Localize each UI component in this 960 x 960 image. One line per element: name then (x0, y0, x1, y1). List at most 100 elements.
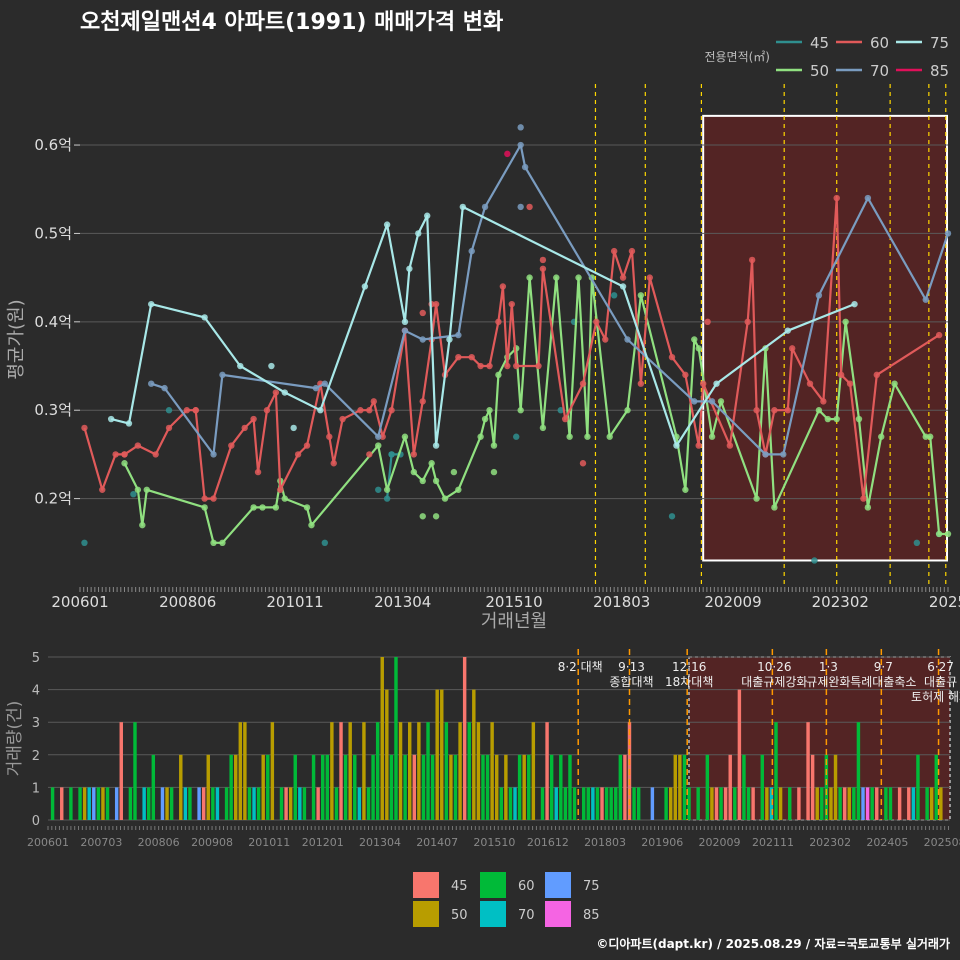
data-point-70 (375, 433, 382, 440)
volume-bar (897, 787, 902, 820)
volume-bar (82, 787, 87, 820)
volume-bar (206, 754, 210, 820)
volume-bar (105, 787, 110, 820)
volume-bar (581, 787, 586, 820)
data-point-50 (432, 513, 440, 520)
volume-bar (128, 787, 133, 820)
legend-label-50: 50 (810, 62, 829, 80)
x-tick-label: 202302 (812, 593, 869, 611)
x-tick-label: 202405 (866, 836, 908, 849)
volume-bar (650, 787, 655, 820)
data-point-60 (477, 362, 484, 370)
data-point-60 (789, 345, 796, 352)
data-point-60 (263, 407, 271, 414)
volume-bar (284, 787, 288, 820)
data-point-60 (860, 495, 867, 502)
data-point-45 (165, 407, 173, 414)
volume-bar (234, 754, 238, 820)
y-tick-label: 0.2억 (34, 490, 72, 508)
legend-label-45: 45 (451, 879, 468, 894)
data-point-60 (339, 415, 346, 423)
volume-bar (765, 787, 769, 820)
data-point-60 (579, 380, 587, 387)
volume-bar (426, 722, 430, 820)
data-point-60 (99, 486, 106, 493)
volume-bar (311, 754, 316, 820)
volume-bar (788, 787, 792, 820)
volume-bar (362, 722, 366, 820)
volume-bar (618, 754, 623, 820)
data-point-75 (125, 420, 133, 427)
volume-bar (623, 754, 627, 820)
data-point-60 (539, 256, 547, 264)
data-point-50 (219, 539, 226, 547)
volume-bar (462, 657, 467, 820)
volume-bar (270, 722, 275, 820)
x-tick-label: 202111 (752, 836, 794, 849)
data-point-50 (682, 486, 689, 493)
data-point-60 (784, 407, 791, 414)
volume-bar (884, 787, 888, 820)
data-point-75 (446, 336, 453, 343)
volume-bar (302, 787, 307, 820)
data-point-60 (241, 424, 248, 432)
data-point-50 (419, 513, 426, 520)
data-point-50 (944, 530, 952, 538)
price-line-chart: 0.2억 0.3억 0.4억 0.5억 0.6억 200601 200806 201011 20… (6, 34, 960, 632)
data-point-60 (593, 318, 600, 326)
y-tick-label: 1 (32, 781, 40, 796)
volume-bar (687, 787, 691, 820)
volume-bar (728, 754, 732, 820)
x-tick-label: 201201 (302, 836, 344, 849)
volume-bar (815, 787, 819, 820)
volume-bar (856, 722, 861, 820)
y-tick-label: 5 (32, 651, 40, 666)
data-point-60 (134, 442, 142, 449)
data-point-60 (646, 274, 653, 281)
data-point-75 (201, 314, 208, 321)
volume-bar (92, 787, 96, 820)
volume-bar (472, 689, 476, 820)
policy-annotation: 토허제 해제 (911, 690, 960, 704)
volume-bar (87, 787, 91, 820)
data-point-50 (477, 433, 484, 440)
policy-annotation: 9·7 (874, 660, 893, 674)
data-point-50 (375, 442, 382, 449)
data-point-45 (913, 539, 921, 547)
volume-bar (293, 754, 297, 820)
data-point-50 (517, 407, 524, 414)
legend-title: 전용면적(㎡) (704, 50, 770, 64)
data-point-75 (784, 327, 791, 334)
volume-bar (348, 722, 352, 820)
volume-bar (678, 754, 682, 820)
volume-bar (288, 787, 293, 820)
volume-bar (385, 689, 389, 820)
data-point-60 (935, 331, 943, 339)
volume-bar (875, 787, 879, 820)
data-point-50 (926, 433, 934, 440)
data-point-50 (486, 407, 493, 414)
data-point-50 (717, 398, 725, 405)
volume-bar (458, 722, 462, 820)
data-point-75 (401, 318, 409, 326)
volume-bar (394, 657, 398, 820)
y-tick-label: 2 (32, 749, 40, 764)
data-point-70 (780, 451, 787, 458)
data-point-50 (566, 433, 573, 440)
data-point-70 (401, 327, 409, 334)
data-point-60 (610, 247, 618, 255)
data-point-60 (668, 353, 676, 361)
data-point-70 (312, 384, 320, 392)
legend-swatch-75 (545, 872, 571, 898)
x-tick-label: 202302 (809, 836, 851, 849)
volume-bar (69, 787, 73, 820)
data-point-75 (317, 407, 324, 414)
policy-annotation: 8·2 대책 (558, 659, 603, 674)
volume-bar (389, 754, 394, 820)
data-point-45 (668, 513, 676, 520)
data-point-75 (713, 380, 720, 387)
data-point-75 (406, 265, 413, 272)
data-point-50 (450, 468, 458, 476)
data-point-75 (148, 300, 155, 308)
data-point-70 (864, 194, 872, 202)
